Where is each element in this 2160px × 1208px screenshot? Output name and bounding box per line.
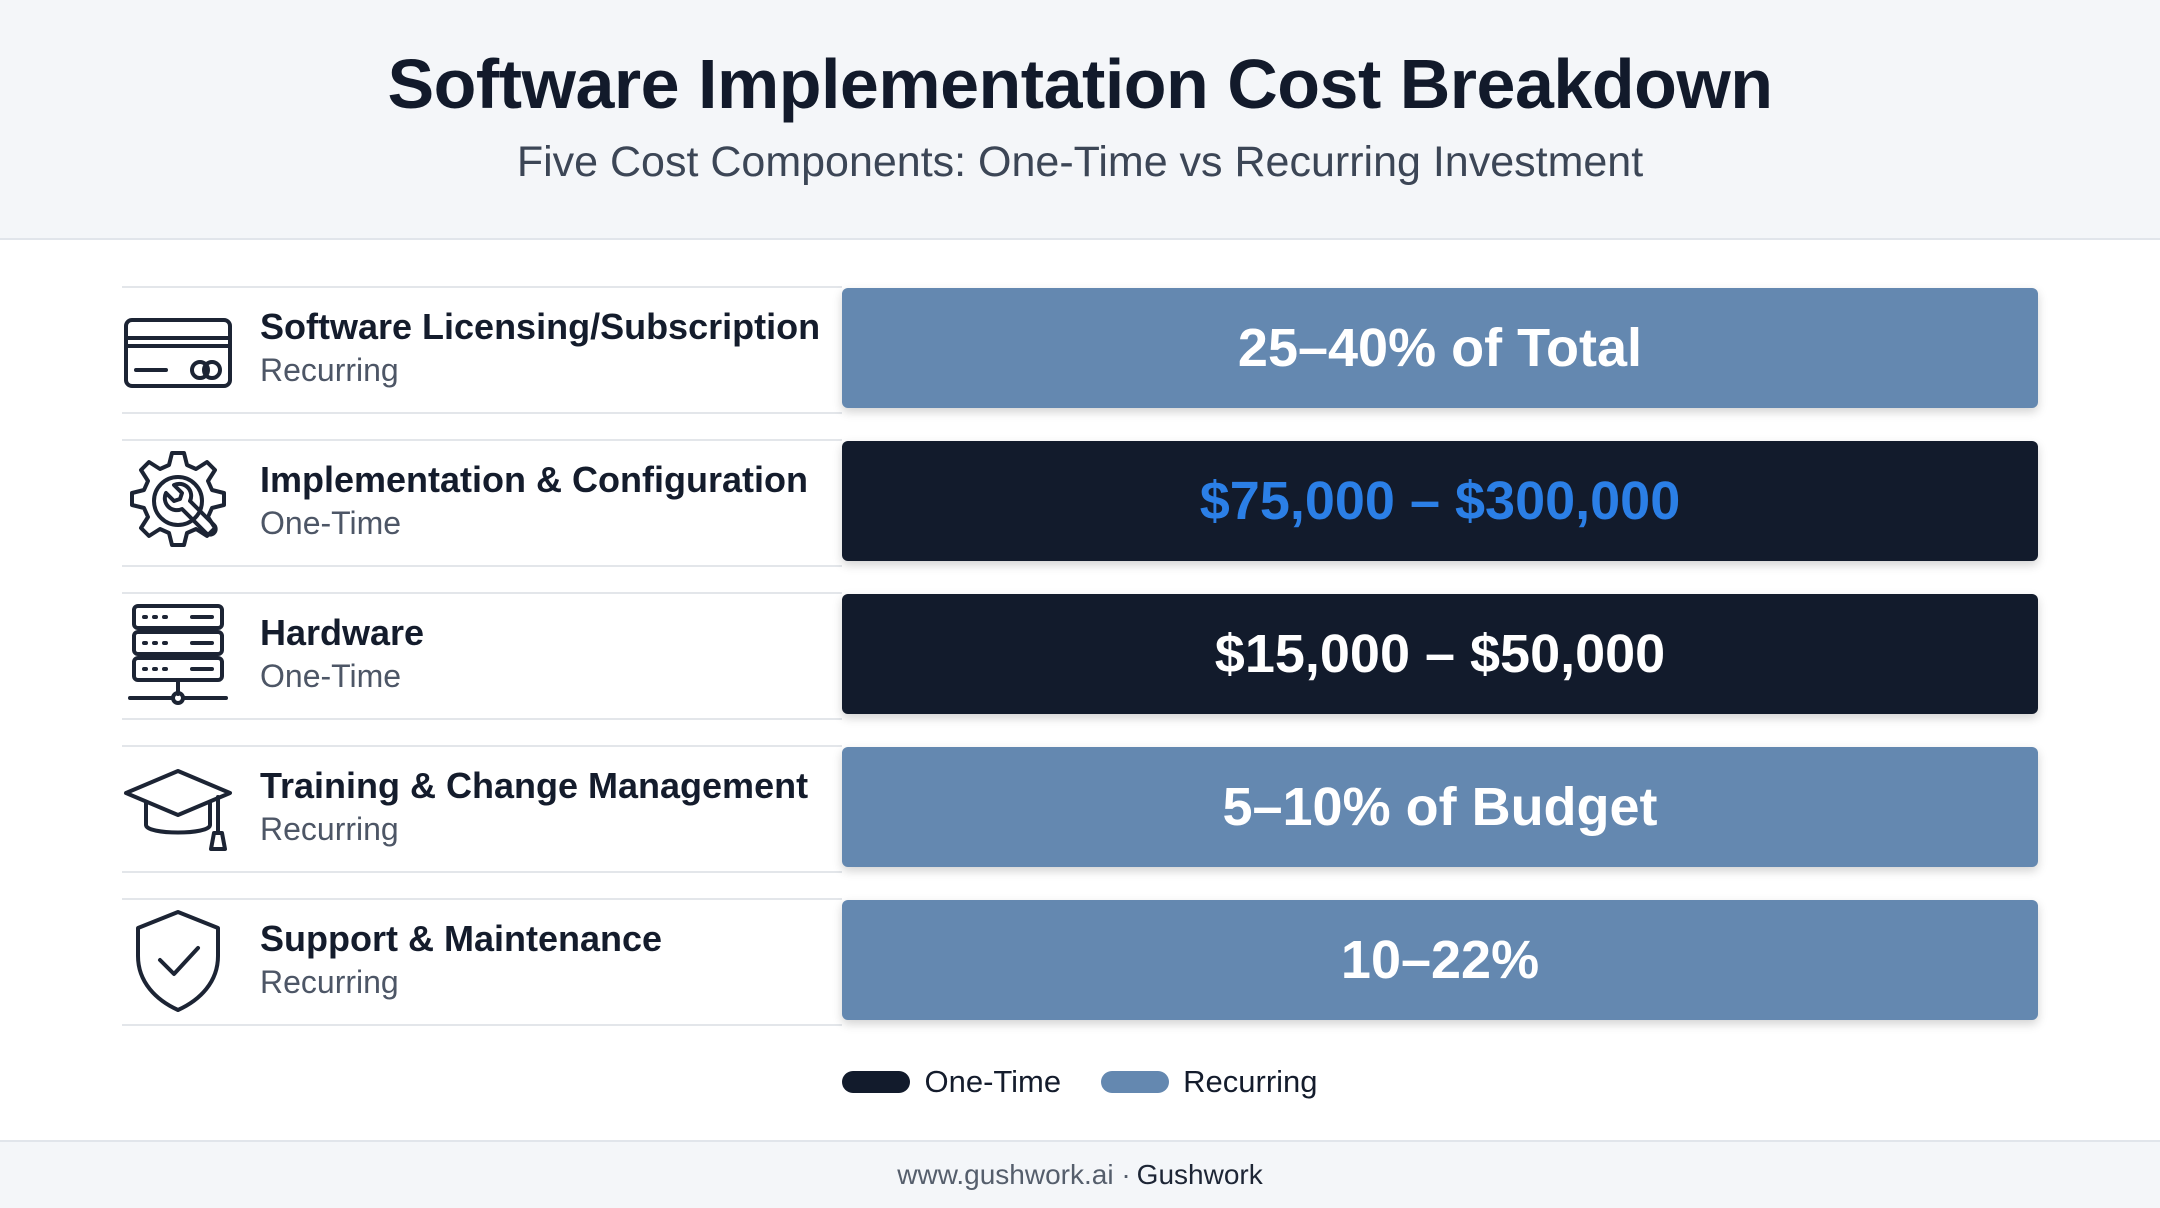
page-subtitle: Five Cost Components: One-Time vs Recurr… bbox=[516, 138, 1644, 186]
cost-row-training: Training & Change Management Recurring 5… bbox=[122, 745, 2040, 873]
cost-bar: 5–10% of Budget bbox=[842, 747, 2038, 867]
row-label: Hardware bbox=[260, 612, 425, 653]
row-label: Implementation & Configuration bbox=[260, 459, 808, 500]
server-icon bbox=[122, 600, 234, 708]
cost-row-implementation: Implementation & Configuration One-Time … bbox=[122, 439, 2040, 567]
cost-bar: 25–40% of Total bbox=[842, 288, 2038, 408]
legend-swatch-recurring bbox=[1101, 1071, 1170, 1093]
shield-check-icon bbox=[122, 906, 234, 1014]
gear-wrench-icon bbox=[122, 447, 234, 555]
credit-card-icon bbox=[122, 294, 234, 402]
legend: One-Time Recurring bbox=[0, 1060, 2160, 1104]
row-type: One-Time bbox=[260, 658, 402, 694]
cost-bar: $75,000 – $300,000 bbox=[842, 441, 2038, 561]
cost-bar: $15,000 – $50,000 bbox=[842, 594, 2038, 714]
row-label: Software Licensing/Subscription bbox=[260, 306, 821, 347]
footer-brand: Gushwork bbox=[1136, 1159, 1263, 1190]
cost-row-hardware: Hardware One-Time $15,000 – $50,000 bbox=[122, 592, 2040, 720]
row-divider bbox=[122, 898, 842, 1026]
graduation-cap-icon bbox=[122, 753, 234, 861]
row-divider bbox=[122, 439, 842, 567]
page-title: Software Implementation Cost Breakdown bbox=[387, 45, 1773, 123]
row-type: Recurring bbox=[260, 811, 399, 847]
header: Software Implementation Cost Breakdown F… bbox=[0, 0, 2160, 240]
row-type: Recurring bbox=[260, 964, 399, 1000]
legend-swatch-one-time bbox=[842, 1071, 911, 1093]
row-label: Support & Maintenance bbox=[260, 918, 663, 959]
legend-label: One-Time bbox=[924, 1064, 1062, 1099]
row-label: Training & Change Management bbox=[260, 765, 809, 806]
row-type: One-Time bbox=[260, 505, 402, 541]
legend-item-one-time: One-Time bbox=[842, 1064, 1061, 1100]
legend-label: Recurring bbox=[1183, 1064, 1318, 1099]
cost-row-licensing: Software Licensing/Subscription Recurrin… bbox=[122, 286, 2040, 414]
row-divider bbox=[122, 745, 842, 873]
row-divider bbox=[122, 286, 842, 414]
legend-item-recurring: Recurring bbox=[1101, 1064, 1318, 1100]
footer: www.gushwork.ai · Gushwork bbox=[0, 1140, 2160, 1208]
row-divider bbox=[122, 592, 842, 720]
cost-row-support: Support & Maintenance Recurring 10–22% bbox=[122, 898, 2040, 1026]
row-type: Recurring bbox=[260, 352, 399, 388]
footer-url: www.gushwork.ai · bbox=[897, 1159, 1131, 1190]
cost-bar: 10–22% bbox=[842, 900, 2038, 1020]
